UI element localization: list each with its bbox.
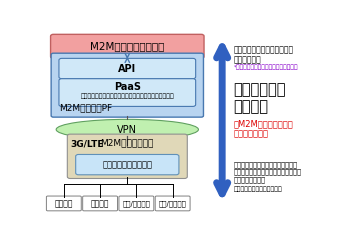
Text: ユーザー企業さまのニーズに
合わせて構築: ユーザー企業さまのニーズに 合わせて構築 xyxy=(233,45,293,65)
Text: アナログ・接点・シリアル・イーサ
ネットなどの多様なインターフェース
からデータを収集: アナログ・接点・シリアル・イーサ ネットなどの多様なインターフェース からデータ… xyxy=(233,161,301,183)
FancyBboxPatch shape xyxy=(59,58,196,79)
Text: センサー: センサー xyxy=(55,199,73,208)
Text: データ管理・機器管理・双方向通信・認証・メール配信: データ管理・機器管理・双方向通信・認証・メール配信 xyxy=(80,93,174,99)
FancyBboxPatch shape xyxy=(119,196,154,211)
Text: （M2Mゲートウェイは
順次拡大予定）: （M2Mゲートウェイは 順次拡大予定） xyxy=(233,119,293,138)
FancyBboxPatch shape xyxy=(155,196,190,211)
FancyBboxPatch shape xyxy=(67,134,187,179)
Text: 制御/監視機器: 制御/監視機器 xyxy=(122,200,150,207)
Text: API: API xyxy=(118,64,136,73)
Text: （対応機械は順次拡大予定）: （対応機械は順次拡大予定） xyxy=(233,187,282,192)
Text: PaaS: PaaS xyxy=(114,82,141,92)
FancyBboxPatch shape xyxy=(50,34,204,58)
FancyBboxPatch shape xyxy=(59,79,196,106)
Text: M2MクラウドPF: M2MクラウドPF xyxy=(59,103,112,112)
FancyBboxPatch shape xyxy=(76,155,179,175)
Text: センサー: センサー xyxy=(91,199,109,208)
Text: M2Mアプリケーション: M2Mアプリケーション xyxy=(90,41,165,51)
FancyBboxPatch shape xyxy=(83,196,117,211)
FancyBboxPatch shape xyxy=(51,53,203,117)
Text: 本サービスで
一元提供: 本サービスで 一元提供 xyxy=(233,82,286,114)
Text: VPN: VPN xyxy=(117,125,137,134)
FancyBboxPatch shape xyxy=(46,196,81,211)
Text: 3G/LTE: 3G/LTE xyxy=(70,140,104,149)
Text: デバイスエージェント: デバイスエージェント xyxy=(102,160,152,169)
Text: 制御/監視機器: 制御/監視機器 xyxy=(159,200,186,207)
Text: M2Mゲートウェイ: M2Mゲートウェイ xyxy=(100,138,154,148)
Ellipse shape xyxy=(56,119,198,140)
Text: *既存アプリケーションとの連携も可能: *既存アプリケーションとの連携も可能 xyxy=(233,64,298,70)
